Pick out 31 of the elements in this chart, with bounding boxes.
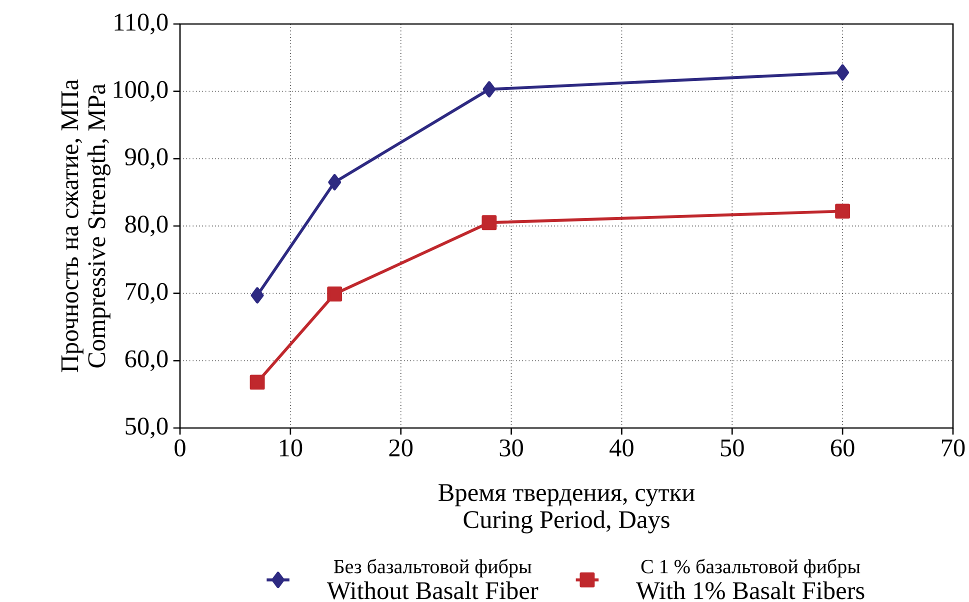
x-tick-label: 20 (389, 439, 413, 456)
y-tick-label: 100,0 (114, 80, 168, 102)
x-tick-label: 60 (830, 439, 854, 456)
point (250, 374, 265, 390)
y-tick-label: 60,0 (125, 350, 168, 372)
point (482, 215, 497, 230)
point (835, 204, 850, 219)
point (482, 81, 496, 98)
y-tick-label: 50,0 (126, 418, 168, 438)
text: С 1 % базальтовой фибры (641, 558, 860, 578)
point (327, 286, 342, 302)
x-tick-label: 30 (500, 439, 523, 456)
text: Без базальтовой фибры (334, 558, 532, 578)
point (250, 287, 264, 304)
y-tick-label: 90,0 (125, 148, 168, 170)
y-tick-label: 110,0 (114, 14, 168, 34)
text: Curing Period, Days (464, 510, 670, 534)
y-tick-label: 70,0 (126, 282, 168, 304)
legend-label: Without Basalt Fiber (326, 581, 538, 600)
x-axis-title: Время твердения, сутки (438, 484, 695, 506)
x-tick-label: 70 (942, 439, 965, 456)
x-tick-label: 0 (174, 439, 186, 456)
y-axis-title: Прочность на сжатие, МПа (61, 79, 84, 372)
x-tick-label: 40 (610, 439, 634, 456)
x-tick-label: 10 (280, 439, 302, 456)
point (328, 174, 342, 190)
legend-label: With 1% Basalt Fibers (636, 581, 864, 600)
x-tick-label: 50 (720, 439, 744, 456)
point (836, 64, 850, 81)
text: Compressive Strength, MPa (87, 84, 110, 368)
y-tick-label: 80,0 (125, 216, 168, 236)
